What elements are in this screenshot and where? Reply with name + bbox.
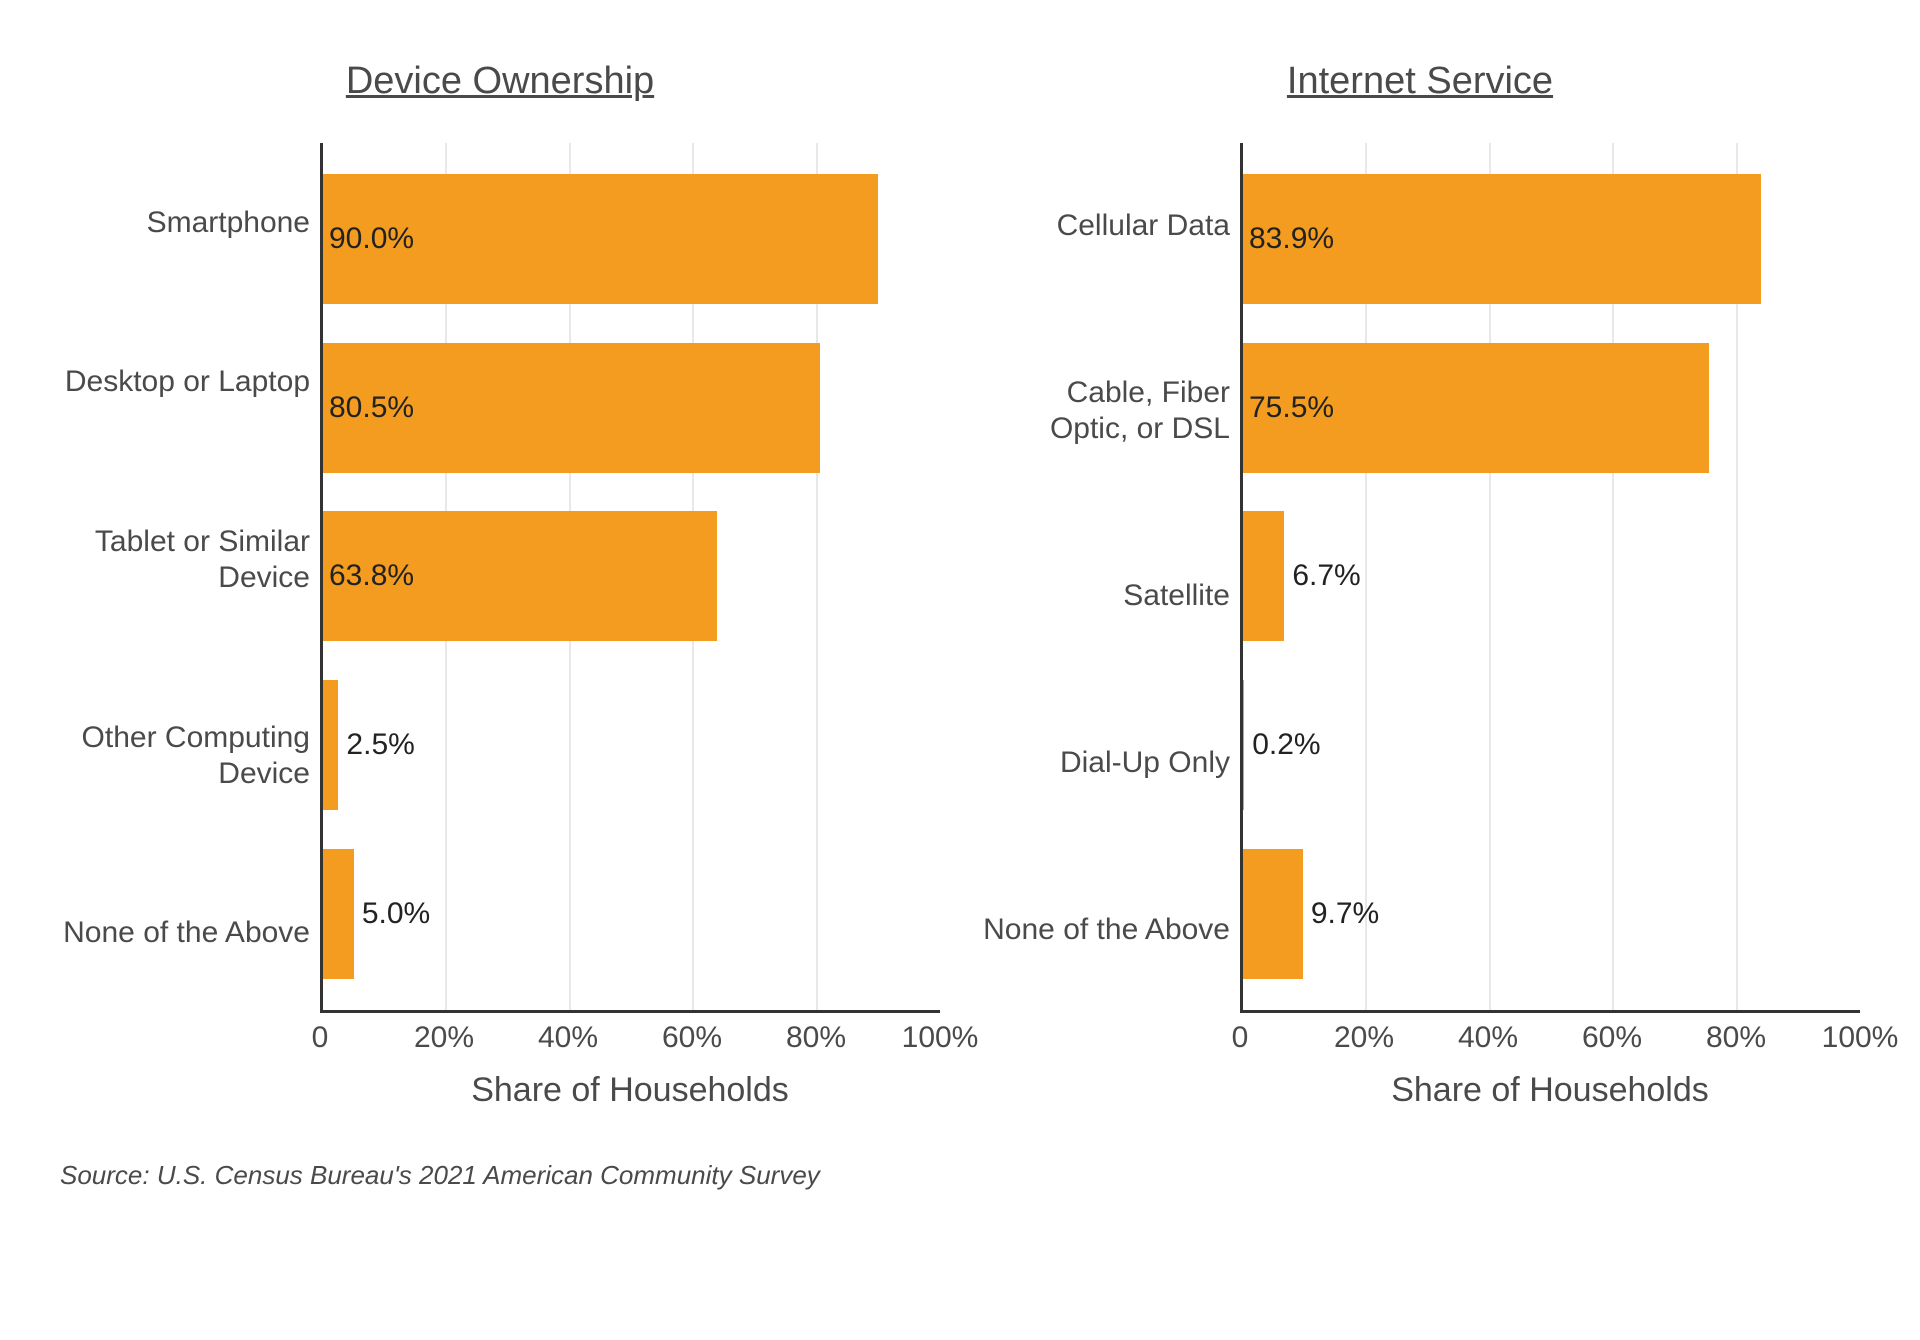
bar <box>1243 511 1284 641</box>
panel-device-ownership: Device Ownership Smartphone Desktop or La… <box>60 60 940 1110</box>
x-tick-label: 0 <box>1232 1021 1249 1055</box>
category-label: Satellite <box>980 578 1230 614</box>
x-tick-label: 0 <box>312 1021 329 1055</box>
x-tick-label: 40% <box>1458 1021 1518 1055</box>
bars-container: 90.0% 80.5% 63.8% 2.5% 5.0% <box>323 143 940 1010</box>
category-label: Desktop or Laptop <box>60 364 310 400</box>
x-tick-label: 20% <box>1334 1021 1394 1055</box>
bar-row: 83.9% <box>1243 174 1860 304</box>
x-tick-label: 60% <box>1582 1021 1642 1055</box>
category-label: Dial-Up Only <box>980 745 1230 781</box>
category-label: Cable, Fiber Optic, or DSL <box>980 375 1230 447</box>
x-tick-label: 100% <box>1822 1021 1899 1055</box>
bar <box>323 680 338 810</box>
panel-title: Internet Service <box>980 60 1860 103</box>
y-axis-labels: Smartphone Desktop or Laptop Tablet or Sim… <box>60 143 320 1013</box>
bar-row: 75.5% <box>1243 343 1860 473</box>
charts-row: Device Ownership Smartphone Desktop or La… <box>60 60 1860 1110</box>
x-tick-label: 40% <box>538 1021 598 1055</box>
x-tick-label: 80% <box>786 1021 846 1055</box>
panel-title: Device Ownership <box>60 60 940 103</box>
category-label: Other Computing Device <box>60 720 310 792</box>
figure-container: Device Ownership Smartphone Desktop or La… <box>0 0 1920 1211</box>
bar <box>323 849 354 979</box>
category-label: Smartphone <box>60 205 310 241</box>
bar-value-label: 0.2% <box>1252 728 1320 762</box>
bar-value-label: 83.9% <box>1249 222 1334 256</box>
category-label: Cellular Data <box>980 208 1230 244</box>
bar <box>1243 849 1303 979</box>
bar-row: 5.0% <box>323 849 940 979</box>
bar-value-label: 6.7% <box>1292 559 1360 593</box>
x-tick-label: 100% <box>902 1021 979 1055</box>
y-axis-labels: Cellular Data Cable, Fiber Optic, or DSL S… <box>980 143 1240 1013</box>
plot-area: 83.9% 75.5% 6.7% 0.2% 9.7% <box>1240 143 1860 1013</box>
bar-value-label: 2.5% <box>346 728 414 762</box>
x-axis-ticks: 020%40%60%80%100% <box>1240 1013 1860 1053</box>
panel-internet-service: Internet Service Cellular Data Cable, Fib… <box>980 60 1860 1110</box>
category-label: None of the Above <box>60 915 310 951</box>
category-label: Tablet or Similar Device <box>60 524 310 596</box>
bar-row: 63.8% <box>323 511 940 641</box>
bar-value-label: 80.5% <box>329 391 414 425</box>
x-tick-label: 20% <box>414 1021 474 1055</box>
x-tick-label: 60% <box>662 1021 722 1055</box>
bar-row: 6.7% <box>1243 511 1860 641</box>
chart-body: Smartphone Desktop or Laptop Tablet or Sim… <box>60 143 940 1013</box>
bars-container: 83.9% 75.5% 6.7% 0.2% 9.7% <box>1243 143 1860 1010</box>
x-axis-ticks: 020%40%60%80%100% <box>320 1013 940 1053</box>
bar-value-label: 9.7% <box>1311 897 1379 931</box>
chart-body: Cellular Data Cable, Fiber Optic, or DSL S… <box>980 143 1860 1013</box>
bar-row: 2.5% <box>323 680 940 810</box>
x-tick-label: 80% <box>1706 1021 1766 1055</box>
x-axis-title: Share of Households <box>320 1071 940 1110</box>
source-note: Source: U.S. Census Bureau's 2021 Americ… <box>60 1160 1860 1191</box>
bar-row: 0.2% <box>1243 680 1860 810</box>
bar-row: 90.0% <box>323 174 940 304</box>
bar-value-label: 75.5% <box>1249 391 1334 425</box>
x-axis-title: Share of Households <box>1240 1071 1860 1110</box>
category-label: None of the Above <box>980 912 1230 948</box>
bar-row: 9.7% <box>1243 849 1860 979</box>
plot-area: 90.0% 80.5% 63.8% 2.5% 5.0% <box>320 143 940 1013</box>
bar <box>1243 680 1244 810</box>
bar-value-label: 5.0% <box>362 897 430 931</box>
bar-value-label: 90.0% <box>329 222 414 256</box>
bar-row: 80.5% <box>323 343 940 473</box>
bar-value-label: 63.8% <box>329 559 414 593</box>
